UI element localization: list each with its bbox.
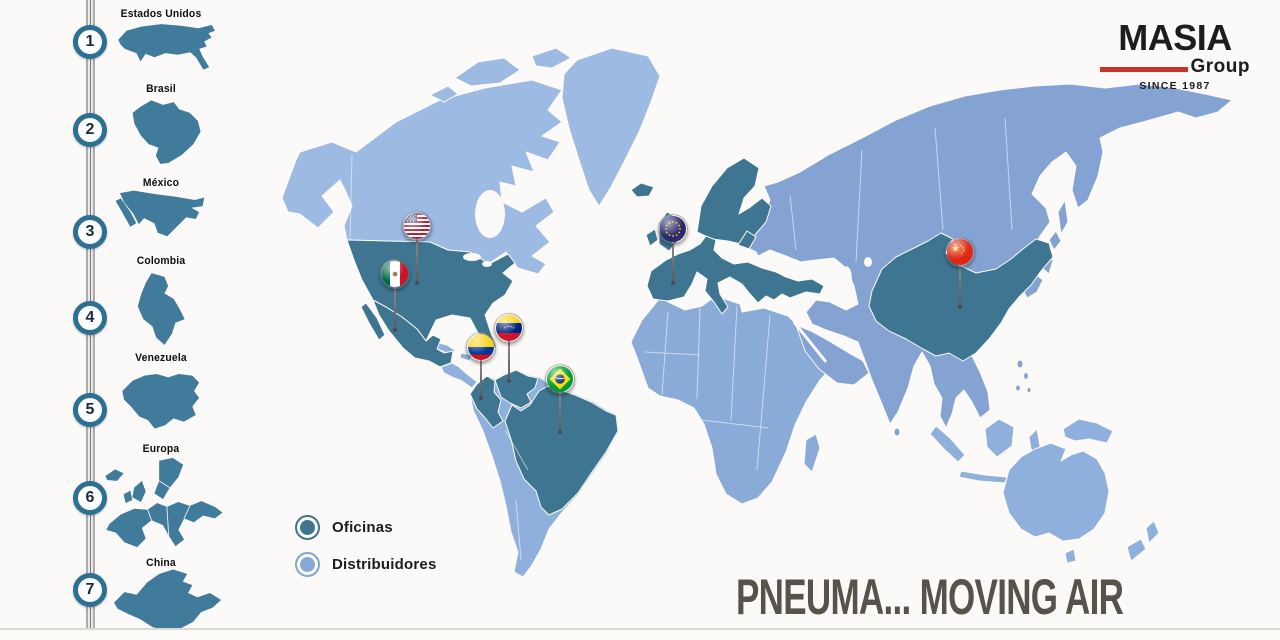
sidebar-number-7: 7 — [73, 573, 107, 607]
mexico-flag-icon — [380, 259, 410, 289]
pin-stick — [671, 240, 675, 285]
pin-colombia — [466, 332, 496, 400]
sidebar-label-china: China — [146, 557, 176, 569]
pin-usa — [402, 211, 432, 285]
sidebar-label-colombia: Colombia — [136, 255, 186, 267]
distributor-dot-icon — [295, 552, 320, 577]
pin-china — [945, 237, 975, 309]
sidebar-number-6: 6 — [73, 481, 107, 515]
pin-venezuela — [494, 313, 524, 383]
colombia-flag-icon — [466, 332, 496, 362]
sidebar-number-1: 1 — [73, 25, 107, 59]
logo-since-text: SINCE 1987 — [1139, 80, 1211, 92]
brazil-silhouette — [132, 100, 201, 164]
pin-stick — [958, 263, 962, 309]
pin-brazil — [545, 364, 575, 434]
brazil-flag-icon — [545, 364, 575, 394]
venezuela-flag-icon — [494, 313, 524, 343]
pin-mexico — [380, 259, 410, 332]
sidebar-label-mexico: México — [142, 177, 180, 189]
sidebar-number-3: 3 — [73, 215, 107, 249]
legend-offices-label: Oficinas — [332, 519, 393, 536]
colombia-silhouette — [137, 273, 185, 345]
legend-distributors: Distribuidores — [295, 552, 436, 577]
bottom-divider — [0, 628, 1280, 630]
sidebar-number-2: 2 — [73, 113, 107, 147]
venezuela-silhouette — [122, 373, 200, 429]
sidebar-label-brasil: Brasil — [146, 83, 176, 95]
china-flag-icon — [945, 237, 975, 267]
sidebar-label-venezuela: Venezuela — [135, 352, 187, 364]
pin-europe — [658, 214, 688, 285]
pin-stick — [507, 339, 511, 383]
china-silhouette — [114, 569, 222, 632]
office-dot-icon — [295, 515, 320, 540]
sidebar-label-estados-unidos: Estados Unidos — [120, 8, 202, 20]
logo-group-text: Group — [1190, 56, 1250, 77]
pin-stick — [479, 358, 483, 400]
usa-silhouette — [118, 24, 215, 70]
logo-red-bar — [1100, 67, 1188, 72]
sidebar-label-europa: Europa — [142, 443, 180, 455]
bottom-margin — [0, 630, 1280, 640]
logo-masia-text: MASIA — [1118, 17, 1232, 58]
pin-stick — [558, 390, 562, 434]
tagline-pneuma-moving-air: PNEUMA... MOVING AIR — [736, 569, 1124, 625]
europa-silhouette — [105, 457, 223, 548]
mexico-silhouette — [115, 190, 205, 237]
legend-distributors-label: Distribuidores — [332, 556, 437, 573]
legend-offices: Oficinas — [295, 515, 393, 540]
sidebar-number-5: 5 — [73, 393, 107, 427]
masia-group-logo: MASIA Group SINCE 1987 — [1100, 20, 1250, 92]
eu-flag-icon — [658, 214, 688, 244]
sidebar-number-4: 4 — [73, 301, 107, 335]
usa-flag-icon — [402, 211, 432, 241]
pin-stick — [415, 237, 419, 285]
pin-stick — [393, 285, 397, 332]
